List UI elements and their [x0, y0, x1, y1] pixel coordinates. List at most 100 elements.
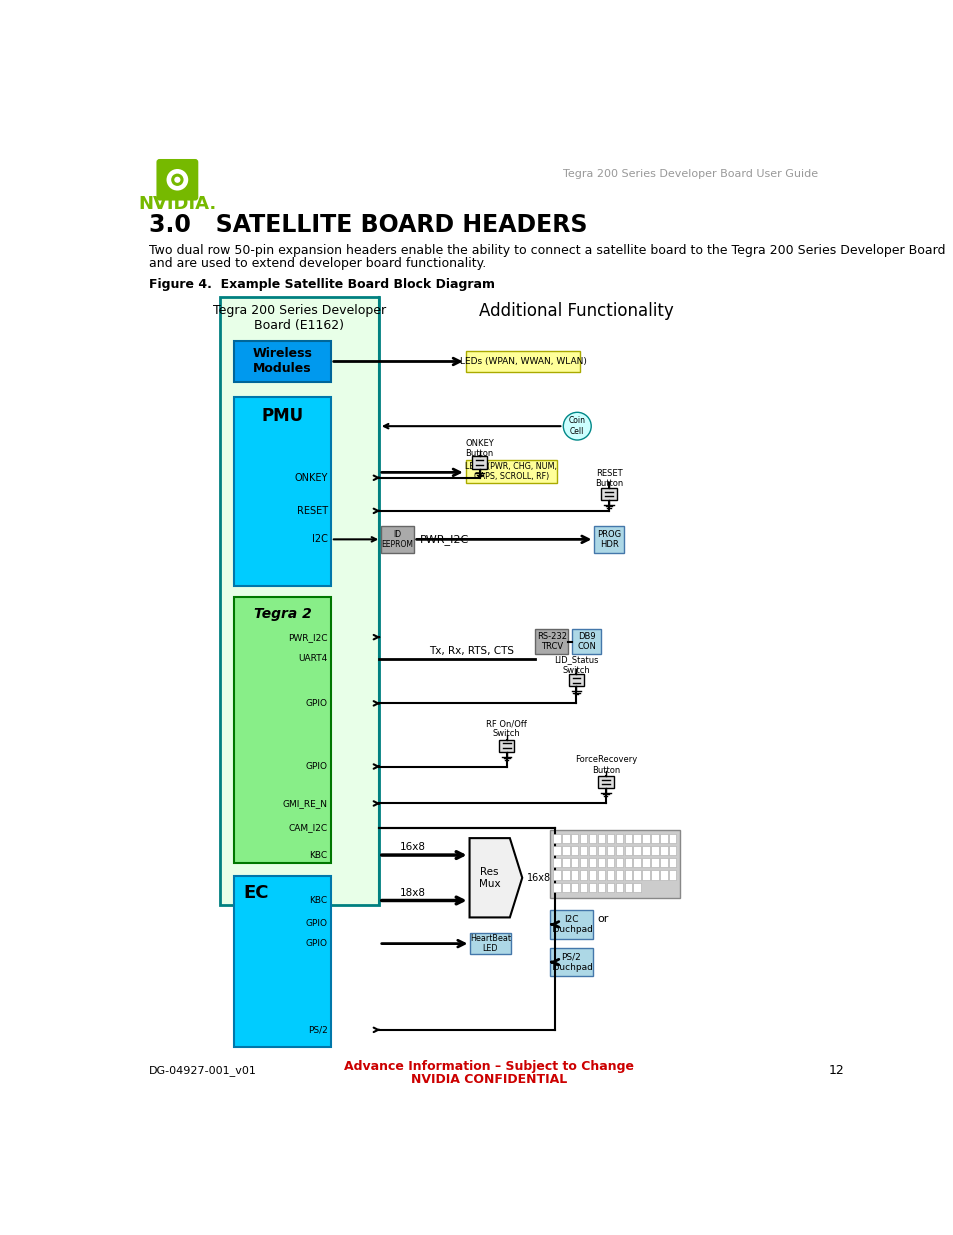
Text: KBC: KBC	[310, 851, 328, 860]
FancyBboxPatch shape	[624, 883, 631, 892]
Text: GPIO: GPIO	[305, 699, 328, 708]
FancyBboxPatch shape	[588, 846, 596, 855]
Text: GPIO: GPIO	[305, 919, 328, 927]
FancyBboxPatch shape	[233, 597, 331, 863]
FancyBboxPatch shape	[550, 830, 679, 898]
FancyBboxPatch shape	[641, 871, 649, 879]
FancyBboxPatch shape	[668, 858, 676, 867]
FancyBboxPatch shape	[571, 630, 600, 655]
Text: ONKEY: ONKEY	[294, 473, 328, 483]
FancyBboxPatch shape	[668, 846, 676, 855]
FancyBboxPatch shape	[615, 871, 622, 879]
Text: RS-232
TRCV: RS-232 TRCV	[537, 632, 566, 652]
FancyBboxPatch shape	[579, 871, 587, 879]
FancyBboxPatch shape	[156, 159, 198, 200]
Polygon shape	[469, 839, 521, 918]
FancyBboxPatch shape	[465, 352, 579, 372]
FancyBboxPatch shape	[606, 871, 614, 879]
FancyBboxPatch shape	[553, 883, 560, 892]
FancyBboxPatch shape	[659, 858, 667, 867]
FancyBboxPatch shape	[465, 461, 557, 483]
FancyBboxPatch shape	[606, 846, 614, 855]
Text: LID_Status
Switch: LID_Status Switch	[554, 656, 598, 674]
Text: LEDs (PWR, CHG, NUM,
CAPS, SCROLL, RF): LEDs (PWR, CHG, NUM, CAPS, SCROLL, RF)	[465, 462, 557, 482]
FancyBboxPatch shape	[571, 834, 578, 842]
FancyBboxPatch shape	[598, 834, 604, 842]
Text: GPIO: GPIO	[305, 939, 328, 948]
Text: Two dual row 50-pin expansion headers enable the ability to connect a satellite : Two dual row 50-pin expansion headers en…	[149, 245, 944, 257]
FancyBboxPatch shape	[659, 846, 667, 855]
Circle shape	[167, 169, 188, 190]
FancyBboxPatch shape	[641, 846, 649, 855]
Text: RF On/Off
Switch: RF On/Off Switch	[486, 719, 527, 739]
Text: 12: 12	[828, 1065, 844, 1077]
FancyBboxPatch shape	[553, 834, 560, 842]
Text: UART4: UART4	[298, 655, 328, 663]
FancyBboxPatch shape	[571, 846, 578, 855]
Text: DB9
CON: DB9 CON	[577, 632, 596, 652]
Text: PMU: PMU	[261, 408, 303, 425]
FancyBboxPatch shape	[579, 834, 587, 842]
Circle shape	[562, 412, 591, 440]
FancyBboxPatch shape	[579, 883, 587, 892]
FancyBboxPatch shape	[651, 858, 658, 867]
FancyBboxPatch shape	[553, 858, 560, 867]
FancyBboxPatch shape	[615, 834, 622, 842]
FancyBboxPatch shape	[472, 456, 487, 468]
FancyBboxPatch shape	[588, 834, 596, 842]
FancyBboxPatch shape	[470, 932, 510, 955]
FancyBboxPatch shape	[633, 883, 640, 892]
Text: NVIDIA.: NVIDIA.	[138, 195, 216, 214]
Circle shape	[174, 177, 180, 183]
Text: LEDs (WPAN, WWAN, WLAN): LEDs (WPAN, WWAN, WLAN)	[459, 357, 586, 366]
FancyBboxPatch shape	[633, 834, 640, 842]
Text: Advance Information – Subject to Change: Advance Information – Subject to Change	[344, 1061, 633, 1073]
FancyBboxPatch shape	[615, 883, 622, 892]
FancyBboxPatch shape	[588, 858, 596, 867]
FancyBboxPatch shape	[568, 674, 583, 687]
FancyBboxPatch shape	[598, 883, 604, 892]
Text: 16x8: 16x8	[399, 842, 425, 852]
FancyBboxPatch shape	[579, 858, 587, 867]
Text: 3.0   SATELLITE BOARD HEADERS: 3.0 SATELLITE BOARD HEADERS	[149, 214, 587, 237]
Text: NVIDIA CONFIDENTIAL: NVIDIA CONFIDENTIAL	[411, 1073, 566, 1087]
FancyBboxPatch shape	[606, 834, 614, 842]
Text: HeartBeat
LED: HeartBeat LED	[470, 934, 511, 953]
FancyBboxPatch shape	[553, 846, 560, 855]
Text: RESET
Button: RESET Button	[595, 469, 622, 488]
FancyBboxPatch shape	[550, 910, 592, 939]
FancyBboxPatch shape	[561, 834, 569, 842]
FancyBboxPatch shape	[498, 740, 514, 752]
FancyBboxPatch shape	[668, 834, 676, 842]
FancyBboxPatch shape	[624, 846, 631, 855]
FancyBboxPatch shape	[598, 871, 604, 879]
Text: 18x8: 18x8	[399, 888, 425, 898]
FancyBboxPatch shape	[633, 871, 640, 879]
FancyBboxPatch shape	[598, 846, 604, 855]
FancyBboxPatch shape	[651, 871, 658, 879]
Text: ID
EEPROM: ID EEPROM	[381, 530, 413, 550]
Text: PS/2: PS/2	[308, 1025, 328, 1035]
Text: GMI_RE_N: GMI_RE_N	[282, 799, 328, 808]
FancyBboxPatch shape	[561, 883, 569, 892]
Text: PWR_I2C: PWR_I2C	[419, 534, 469, 545]
FancyBboxPatch shape	[641, 858, 649, 867]
Text: I2C: I2C	[312, 535, 328, 545]
FancyBboxPatch shape	[651, 846, 658, 855]
FancyBboxPatch shape	[535, 630, 567, 655]
FancyBboxPatch shape	[598, 776, 613, 788]
FancyBboxPatch shape	[588, 883, 596, 892]
FancyBboxPatch shape	[606, 858, 614, 867]
FancyBboxPatch shape	[233, 876, 331, 1047]
Text: Coin
Cell: Coin Cell	[568, 416, 585, 436]
Text: Tegra 2: Tegra 2	[253, 608, 311, 621]
FancyBboxPatch shape	[598, 858, 604, 867]
FancyBboxPatch shape	[220, 296, 378, 905]
Text: Figure 4.  Example Satellite Board Block Diagram: Figure 4. Example Satellite Board Block …	[149, 278, 495, 291]
FancyBboxPatch shape	[594, 526, 623, 553]
Text: ONKEY
Button: ONKEY Button	[465, 438, 494, 458]
Text: Tegra 200 Series Developer
Board (E1162): Tegra 200 Series Developer Board (E1162)	[213, 304, 386, 332]
Text: KBC: KBC	[310, 895, 328, 905]
Text: or: or	[597, 914, 608, 924]
FancyBboxPatch shape	[615, 846, 622, 855]
